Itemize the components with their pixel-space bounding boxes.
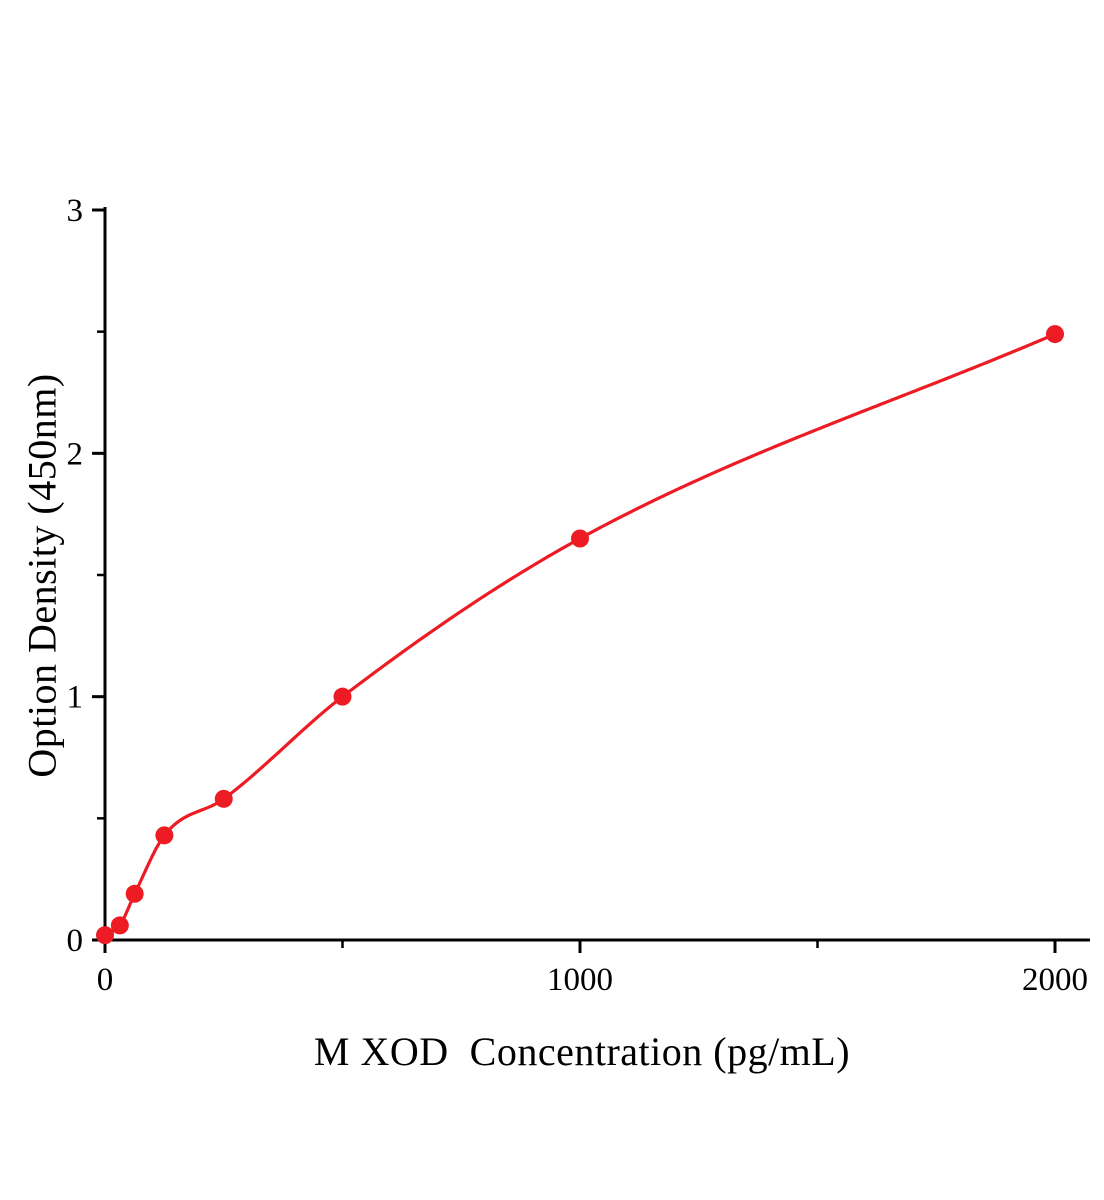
y-tick-label: 3 — [67, 193, 84, 229]
y-tick-label: 0 — [67, 923, 84, 959]
y-tick-label: 1 — [67, 680, 84, 716]
data-point — [155, 826, 174, 845]
data-point — [571, 529, 589, 548]
data-point — [1046, 325, 1064, 344]
x-axis-title: M XOD Concentration (pg/mL) — [313, 1029, 851, 1074]
data-point — [333, 687, 352, 706]
data-point — [125, 884, 144, 903]
x-tick-label: 1000 — [547, 962, 613, 998]
y-axis-title: Option Density (450nm) — [19, 373, 65, 778]
x-tick-label: 2000 — [1022, 962, 1088, 998]
data-point — [110, 916, 129, 935]
data-point — [214, 789, 233, 808]
fit-curve — [103, 332, 1057, 937]
x-tick-label: 0 — [97, 962, 114, 998]
y-tick-label: 2 — [67, 436, 84, 472]
data-point — [96, 926, 114, 945]
